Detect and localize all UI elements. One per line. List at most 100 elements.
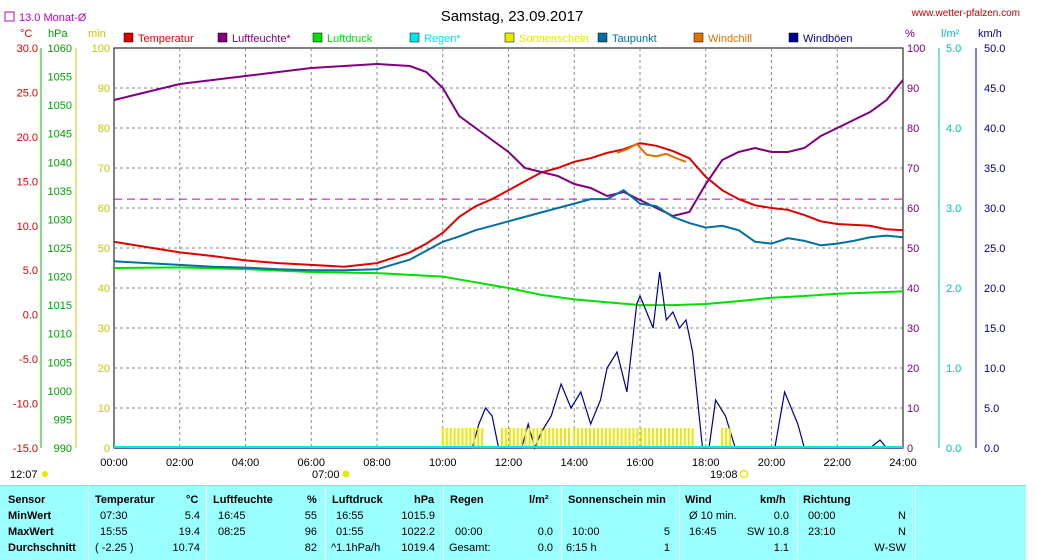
temp-tick-label: 25.0: [17, 87, 38, 99]
header-pressure: Luftdruck: [332, 494, 383, 506]
temp-tick-label: -15.0: [13, 443, 38, 455]
cell-wind-value: 0.0: [773, 510, 789, 522]
minutes-tick-label: 60: [98, 203, 110, 215]
x-axis: 00:00 02:00 04:00 06:00 08:00 10:00 12:00 14:00…: [100, 457, 917, 469]
minutes-tick-label: 90: [98, 83, 110, 95]
percent-tick-label: 70: [907, 163, 919, 175]
x-tick-label: 06:00: [297, 457, 325, 469]
pressure-tick-label: 1010: [48, 329, 72, 341]
cell-dir-time: 00:00: [808, 510, 836, 522]
x-tick-label: 22:00: [823, 457, 851, 469]
cell-press-value: 1022.2: [401, 526, 435, 538]
col-divider: [915, 486, 916, 560]
grid: [113, 47, 904, 449]
stats-table: Sensor Temperatur °C Luftfeuchte % Luftd…: [0, 485, 1026, 560]
percent-tick-label: 60: [907, 203, 919, 215]
legend-swatch: [504, 32, 515, 43]
pressure-tick-label: 1030: [48, 214, 72, 226]
header-wind-unit: km/h: [760, 494, 786, 506]
left-axes: 30.0 25.0 20.0 15.0 10.0 5.0 0.0 -5.0 -10.0 -15.0…: [13, 43, 110, 455]
cell-sun-time: 6:15 h: [566, 542, 597, 554]
wind-tick-label: 30.0: [984, 203, 1005, 215]
series-line-windchill: [616, 142, 687, 163]
wind-tick-label: 0.0: [984, 443, 999, 455]
x-tick-label: 24:00: [889, 457, 917, 469]
axis-title-percent: %: [905, 28, 915, 40]
percent-tick-label: 30: [907, 323, 919, 335]
start-time: 12:07: [10, 469, 38, 481]
rain-tick-label: 5.0: [946, 43, 961, 55]
axis-title-temp: °C: [20, 28, 32, 40]
percent-tick-label: 40: [907, 283, 919, 295]
site-link[interactable]: www.wetter-pfalzen.com: [911, 8, 1020, 19]
header-rain: Regen: [450, 494, 484, 506]
wind-tick-label: 5.0: [984, 403, 999, 415]
rain-tick-label: 4.0: [946, 123, 961, 135]
col-divider: [797, 486, 798, 560]
col-divider: [679, 486, 680, 560]
col-divider: [443, 486, 444, 560]
percent-tick-label: 80: [907, 123, 919, 135]
pressure-tick-label: 1060: [48, 43, 72, 55]
legend-label: Windböen: [803, 33, 853, 45]
cell-temp-value: 10.74: [172, 542, 200, 554]
minutes-tick-label: 80: [98, 123, 110, 135]
col-divider: [88, 486, 89, 560]
cell-dir-value: W-SW: [874, 542, 906, 554]
percent-tick-label: 50: [907, 243, 919, 255]
series-line-temperatur: [113, 142, 904, 268]
cell-rain-time: Gesamt:: [449, 542, 491, 554]
cell-rain-time: 00:00: [455, 526, 483, 538]
month-avg-icon: [4, 11, 15, 22]
sunrise-icon: [342, 470, 350, 478]
cell-hum-value: 55: [304, 510, 317, 522]
cell-wind-time: Ø 10 min.: [689, 510, 737, 522]
minutes-tick-label: 20: [98, 363, 110, 375]
series-line-taupunkt: [113, 189, 904, 272]
percent-tick-label: 90: [907, 83, 919, 95]
cell-press-time: 16:55: [336, 510, 364, 522]
percent-tick-label: 10: [907, 403, 919, 415]
header-humidity-unit: %: [307, 494, 317, 506]
pressure-tick-label: 995: [54, 414, 72, 426]
sunset-icon: [739, 469, 749, 479]
wind-tick-label: 25.0: [984, 243, 1005, 255]
minutes-tick-label: 40: [98, 283, 110, 295]
cell-press-value: 1015.9: [401, 510, 435, 522]
percent-tick-label: 20: [907, 363, 919, 375]
x-tick-label: 00:00: [100, 457, 128, 469]
sunrise-time: 07:00: [312, 469, 340, 481]
axis-title-wind: km/h: [978, 28, 1002, 40]
cell-temp-value: 19.4: [178, 526, 200, 538]
row-label-min: MinWert: [8, 510, 52, 522]
legend-swatch: [409, 32, 420, 43]
pressure-tick-label: 1005: [48, 357, 72, 369]
pressure-tick-label: 1000: [48, 386, 72, 398]
pressure-tick-label: 1035: [48, 186, 72, 198]
percent-tick-label: 100: [907, 43, 925, 55]
col-divider: [206, 486, 207, 560]
pressure-tick-label: 1055: [48, 72, 72, 84]
rain-tick-label: 3.0: [946, 203, 961, 215]
legend-swatch: [788, 32, 799, 43]
series-layer: [113, 62, 904, 450]
pressure-tick-label: 1050: [48, 100, 72, 112]
x-tick-label: 14:00: [560, 457, 588, 469]
header-sunshine: Sonnenschein min: [568, 494, 666, 506]
rain-tick-label: 1.0: [946, 363, 961, 375]
minutes-tick-label: 70: [98, 163, 110, 175]
wind-tick-label: 50.0: [984, 43, 1005, 55]
x-tick-label: 16:00: [626, 457, 654, 469]
minutes-tick-label: 10: [98, 403, 110, 415]
header-temp-unit: °C: [186, 494, 199, 506]
legend-label: Windchill: [708, 33, 752, 45]
axis-title-minutes: min: [88, 28, 106, 40]
row-label-max: MaxWert: [8, 526, 54, 538]
temp-tick-label: -5.0: [19, 354, 38, 366]
axis-title-rain: l/m²: [941, 28, 960, 40]
weather-chart: Samstag, 23.09.2017 www.wetter-pfalzen.c…: [4, 8, 1020, 481]
legend-label: Luftdruck: [327, 33, 373, 45]
moon-icon: [42, 471, 48, 477]
legend-label: Taupunkt: [612, 33, 657, 45]
legend-label: Luftfeuchte*: [232, 33, 291, 45]
